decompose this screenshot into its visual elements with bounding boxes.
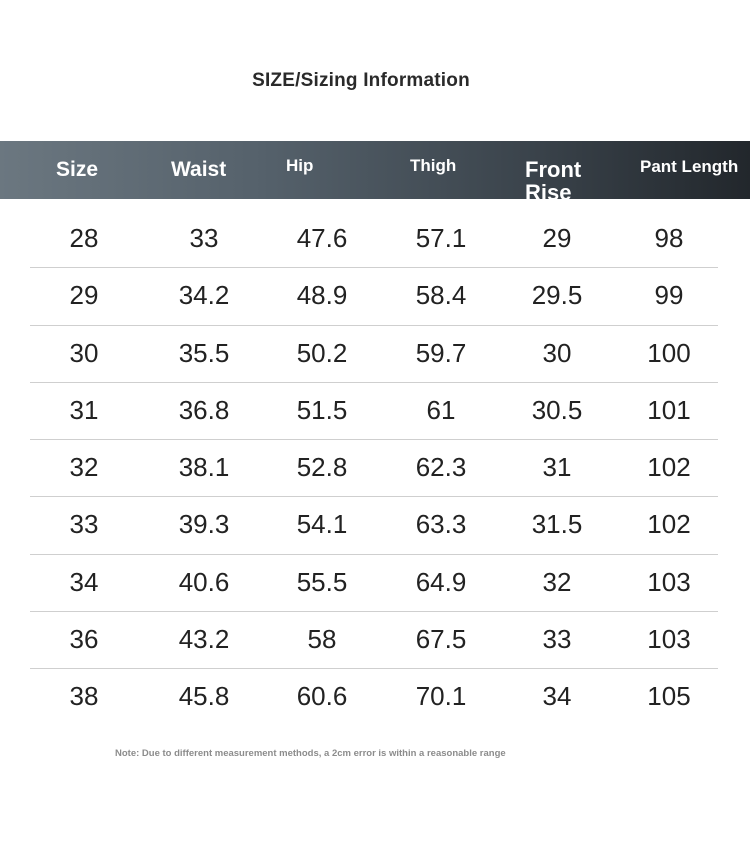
measurement-note: Note: Due to different measurement metho… xyxy=(115,748,506,759)
table-cell: 34 xyxy=(69,566,99,597)
table-cell: 31.5 xyxy=(531,509,583,540)
table-cell: 55.5 xyxy=(296,566,348,597)
table-cell: 100 xyxy=(647,337,691,368)
table-cell: 102 xyxy=(647,509,691,540)
table-row: 38 45.8 60.6 70.1 34 105 xyxy=(30,669,718,726)
table-cell: 103 xyxy=(647,566,691,597)
size-table-body: 28 33 47.6 57.1 29 98 29 34.2 48.9 58.4 29.5 99 30 35… xyxy=(30,211,718,727)
table-cell: 31 xyxy=(542,452,572,483)
table-cell: 54.1 xyxy=(296,509,348,540)
table-row: 36 43.2 58 67.5 33 103 xyxy=(30,612,718,670)
table-cell: 32 xyxy=(69,452,99,483)
table-cell: 60.6 xyxy=(296,681,348,712)
table-cell: 64.9 xyxy=(415,566,467,597)
table-cell: 45.8 xyxy=(178,681,230,712)
table-cell: 51.5 xyxy=(296,394,348,425)
table-cell: 34 xyxy=(542,681,572,712)
page-title: SIZE/Sizing Information xyxy=(252,70,470,91)
table-cell: 30 xyxy=(69,337,99,368)
table-cell: 29 xyxy=(542,223,572,253)
header-front-rise: Front Rise xyxy=(525,157,582,199)
table-cell: 29.5 xyxy=(531,280,583,311)
table-cell: 30 xyxy=(542,337,572,368)
table-cell: 35.5 xyxy=(178,337,230,368)
table-cell: 62.3 xyxy=(415,452,467,483)
table-row: 31 36.8 51.5 61 30.5 101 xyxy=(30,383,718,441)
table-cell: 98 xyxy=(654,223,684,253)
header-hip: Hip xyxy=(286,156,314,175)
table-cell: 63.3 xyxy=(415,509,467,540)
table-cell: 70.1 xyxy=(415,681,467,712)
table-cell: 38.1 xyxy=(178,452,230,483)
table-cell: 40.6 xyxy=(178,566,230,597)
header-waist: Waist xyxy=(171,158,227,181)
table-cell: 103 xyxy=(647,624,691,655)
header-size: Size xyxy=(56,158,99,181)
header-thigh: Thigh xyxy=(410,156,457,175)
table-cell: 52.8 xyxy=(296,452,348,483)
table-cell: 48.9 xyxy=(296,280,348,311)
table-cell: 31 xyxy=(69,394,99,425)
table-cell: 36.8 xyxy=(178,394,230,425)
table-cell: 59.7 xyxy=(415,337,467,368)
table-cell: 105 xyxy=(647,681,691,712)
table-cell: 39.3 xyxy=(178,509,230,540)
table-row: 33 39.3 54.1 63.3 31.5 102 xyxy=(30,497,718,555)
table-cell: 30.5 xyxy=(531,394,583,425)
table-cell: 28 xyxy=(69,223,99,253)
table-cell: 101 xyxy=(647,394,691,425)
table-cell: 32 xyxy=(542,566,572,597)
header-pant-length: Pant Length xyxy=(640,157,739,176)
table-cell: 43.2 xyxy=(178,624,230,655)
table-row: 28 33 47.6 57.1 29 98 xyxy=(30,211,718,269)
table-row: 30 35.5 50.2 59.7 30 100 xyxy=(30,326,718,383)
table-row: 29 34.2 48.9 58.4 29.5 99 xyxy=(30,268,718,326)
table-header: Size Waist Hip Thigh Front Rise Pant Len… xyxy=(0,141,750,199)
table-cell: 58 xyxy=(307,624,337,655)
table-cell: 33 xyxy=(69,509,99,540)
table-cell: 61 xyxy=(426,394,456,425)
table-cell: 29 xyxy=(69,280,99,311)
table-cell: 102 xyxy=(647,452,691,483)
table-cell: 33 xyxy=(542,624,572,655)
table-cell: 99 xyxy=(654,280,684,311)
table-cell: 33 xyxy=(189,223,219,253)
table-cell: 67.5 xyxy=(415,624,467,655)
table-row: 34 40.6 55.5 64.9 32 103 xyxy=(30,555,718,613)
table-cell: 38 xyxy=(69,681,99,712)
table-cell: 34.2 xyxy=(178,280,230,311)
table-cell: 57.1 xyxy=(415,223,467,253)
table-row: 32 38.1 52.8 62.3 31 102 xyxy=(30,440,718,498)
table-cell: 36 xyxy=(69,624,99,655)
table-cell: 58.4 xyxy=(415,280,467,311)
table-cell: 47.6 xyxy=(296,223,348,253)
table-cell: 50.2 xyxy=(296,337,348,368)
